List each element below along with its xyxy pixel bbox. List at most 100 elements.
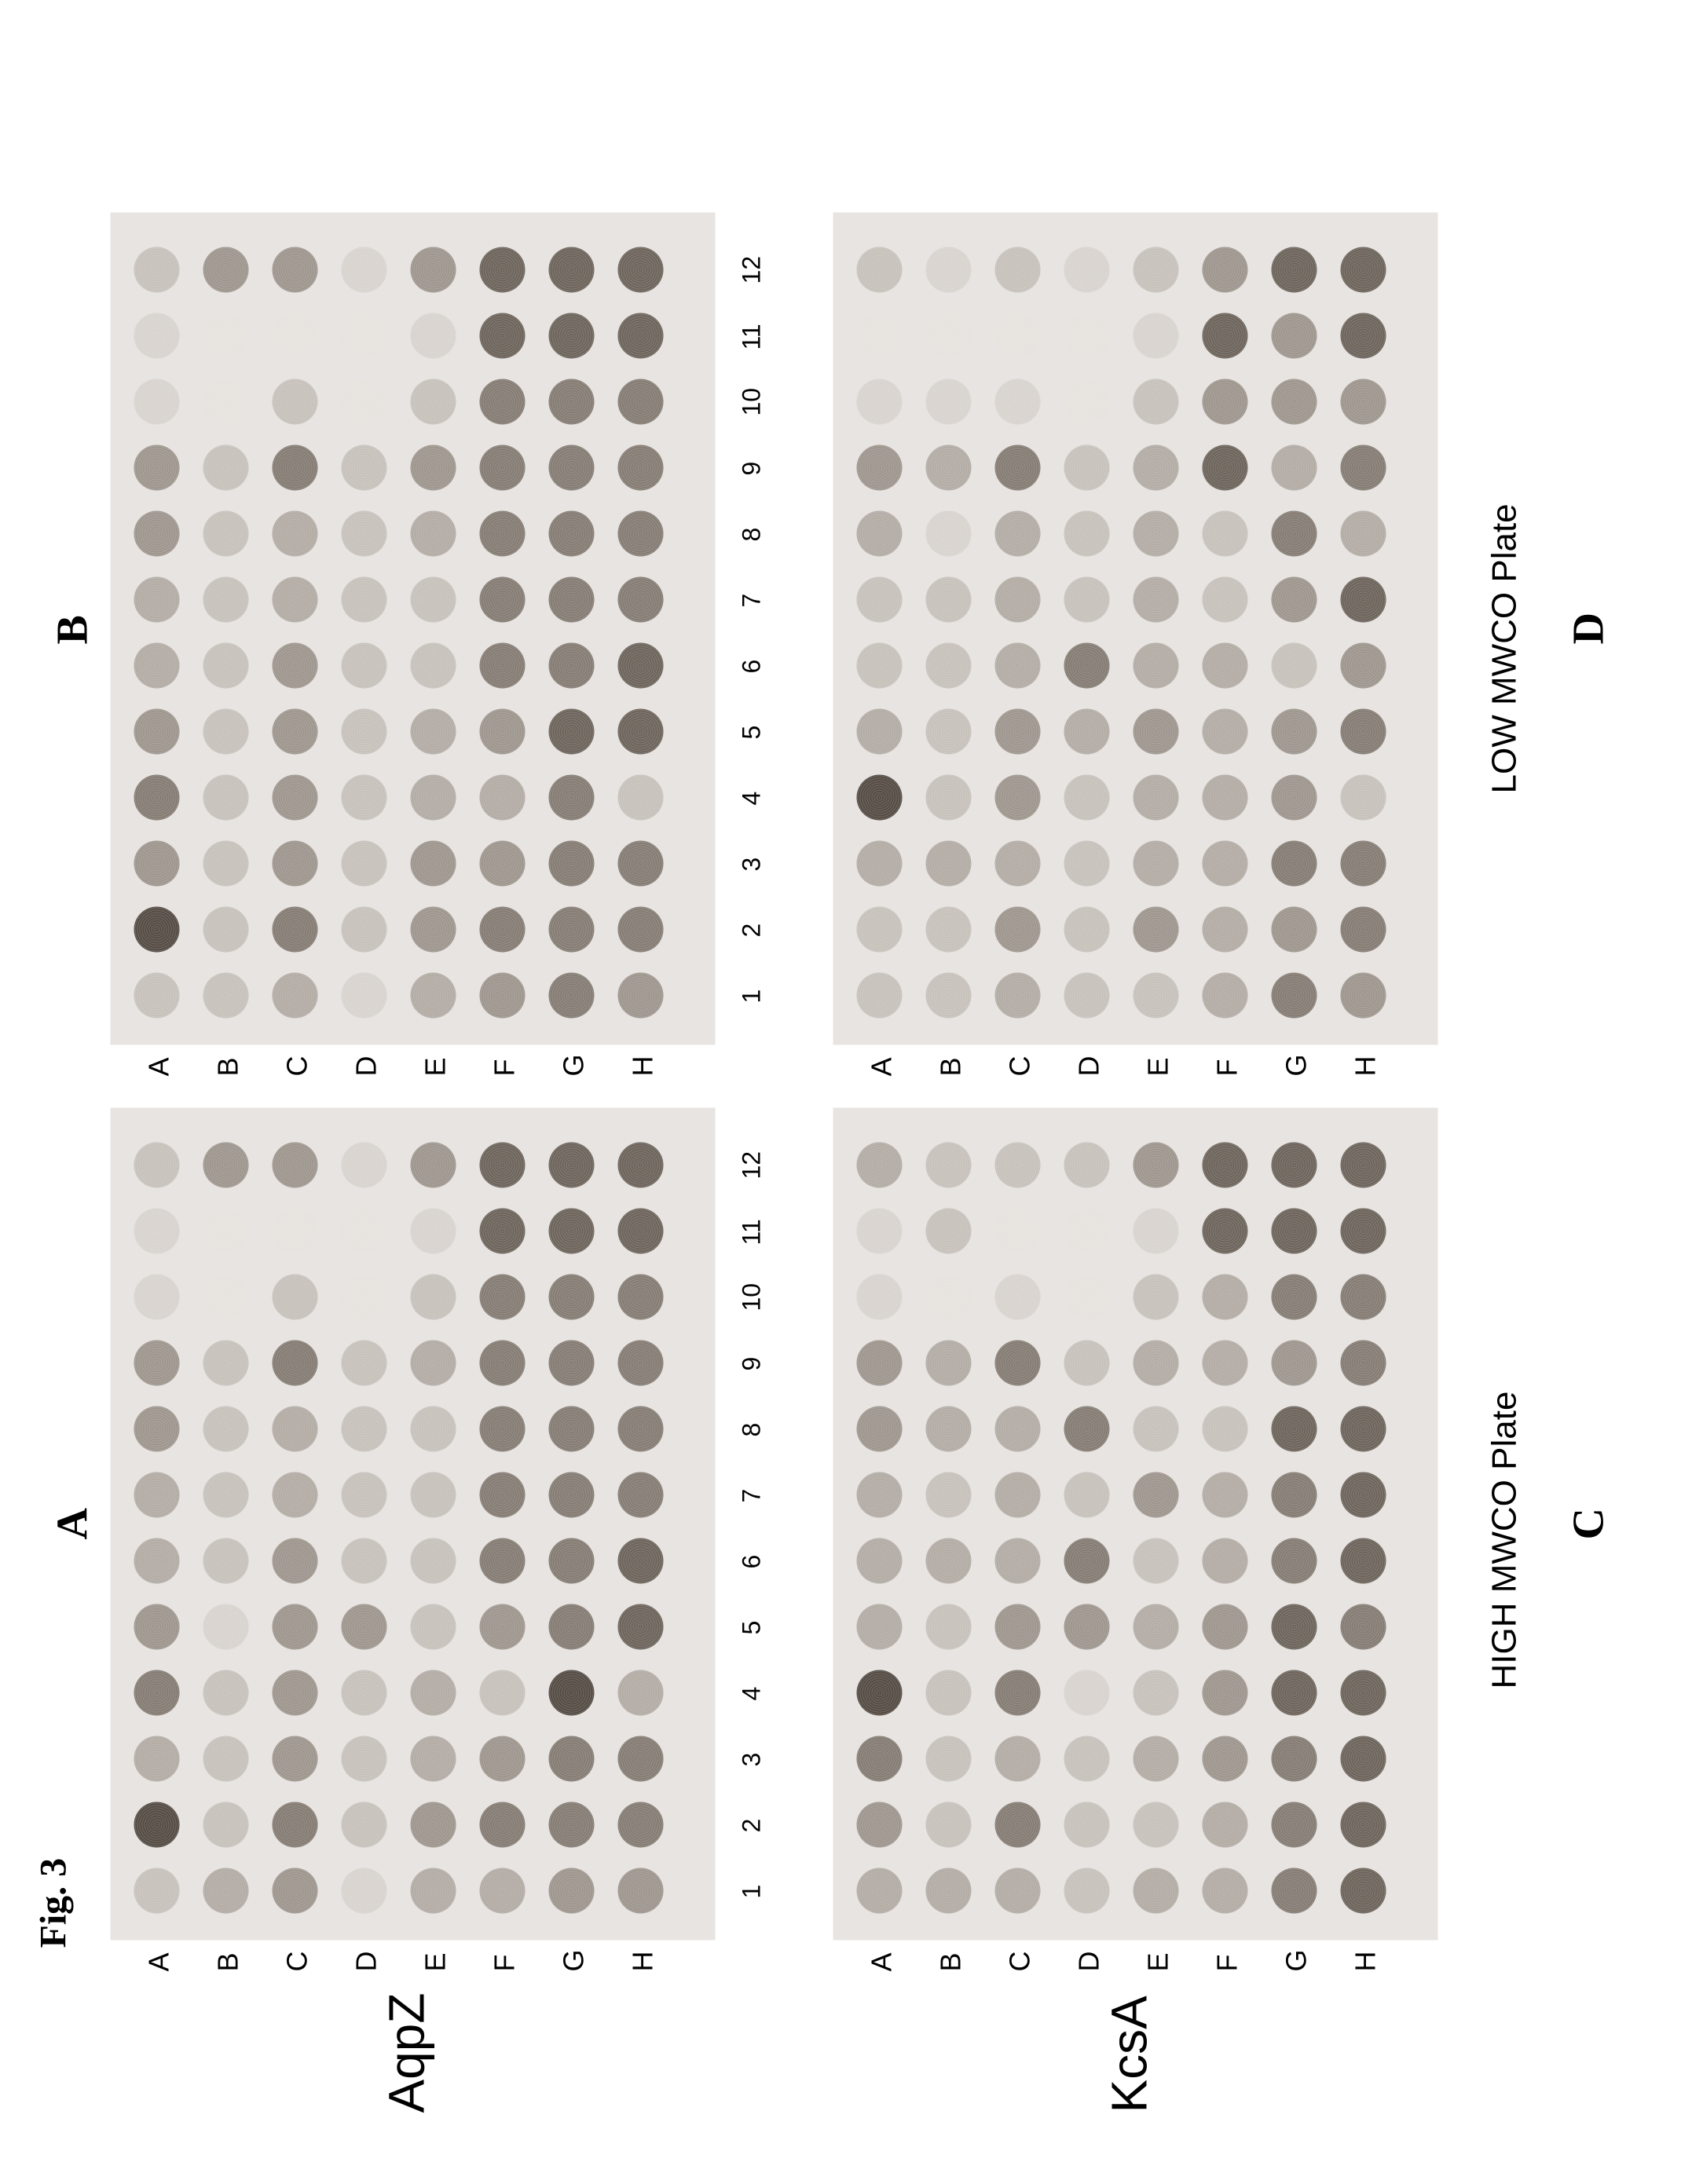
well [1064,841,1110,887]
well [480,709,526,755]
well [411,1341,456,1386]
well [1133,1143,1179,1188]
well [1064,445,1110,491]
well [995,1407,1041,1452]
row-label: G [558,1949,591,1971]
well [1203,841,1248,887]
well [134,1472,180,1518]
well [480,313,526,359]
well [1133,1472,1179,1518]
well [995,1341,1041,1386]
well [134,247,180,293]
well [134,577,180,623]
well [1272,445,1317,491]
panel-label-B: B [48,615,98,644]
well [480,1670,526,1716]
well [995,1209,1041,1254]
well [203,511,249,557]
well [926,1868,972,1914]
well [134,1209,180,1254]
well [549,1275,595,1320]
well [273,1736,318,1782]
well [857,775,903,821]
well [1272,1209,1317,1254]
bottom-label-high-mwco: HIGH MWCO Plate [1485,1392,1525,1689]
well [995,1604,1041,1650]
row-label: F [489,1955,522,1972]
well [134,907,180,953]
well [1203,313,1248,359]
well [273,379,318,425]
well [1341,907,1386,953]
row-label: D [350,1056,383,1077]
well [926,1341,972,1386]
well [203,445,249,491]
well [1203,1802,1248,1848]
well [1203,1736,1248,1782]
well [273,1538,318,1584]
well [1133,1275,1179,1320]
well [995,973,1041,1019]
well [926,379,972,425]
col-label: 5 [738,1621,767,1635]
well [857,1275,903,1320]
well [995,379,1041,425]
row-label: H [627,1056,660,1077]
well [480,841,526,887]
well [1341,1868,1386,1914]
col-label: 6 [738,1555,767,1569]
well [342,709,387,755]
well [273,1143,318,1188]
panel-label-A: A [48,1508,98,1539]
plate-D [833,213,1438,1045]
well [1064,379,1110,425]
well [1203,511,1248,557]
well [273,313,318,359]
well [995,577,1041,623]
well [926,1538,972,1584]
well [1203,379,1248,425]
well [1341,1341,1386,1386]
well [273,973,318,1019]
well [1341,511,1386,557]
well [1133,1341,1179,1386]
well [203,577,249,623]
well [1064,511,1110,557]
well [480,775,526,821]
well [1203,1209,1248,1254]
well [411,445,456,491]
well [1341,841,1386,887]
well [203,1407,249,1452]
well [995,907,1041,953]
well [1272,577,1317,623]
well [1203,709,1248,755]
well [618,1275,664,1320]
well [857,1538,903,1584]
well [1272,313,1317,359]
well [1064,1143,1110,1188]
well [273,247,318,293]
well [1203,1868,1248,1914]
col-label: 10 [738,388,767,416]
well [618,511,664,557]
well [618,577,664,623]
col-label: 11 [738,1219,767,1245]
col-label: 9 [738,1357,767,1371]
well [1133,445,1179,491]
well [1133,1736,1179,1782]
col-label: 12 [738,256,767,284]
well [549,379,595,425]
well [1133,1604,1179,1650]
row-label: B [935,1952,968,1971]
well [1133,313,1179,359]
well [1203,1275,1248,1320]
well [857,709,903,755]
well [1133,379,1179,425]
well [1272,907,1317,953]
figure-page: Fig. 3 A B C D AqpZ KcsA HIGH MWCO Plate… [1,0,1692,2184]
col-label: 4 [738,1687,767,1701]
well [1133,1209,1179,1254]
well [926,1604,972,1650]
well [995,1670,1041,1716]
well [1341,577,1386,623]
